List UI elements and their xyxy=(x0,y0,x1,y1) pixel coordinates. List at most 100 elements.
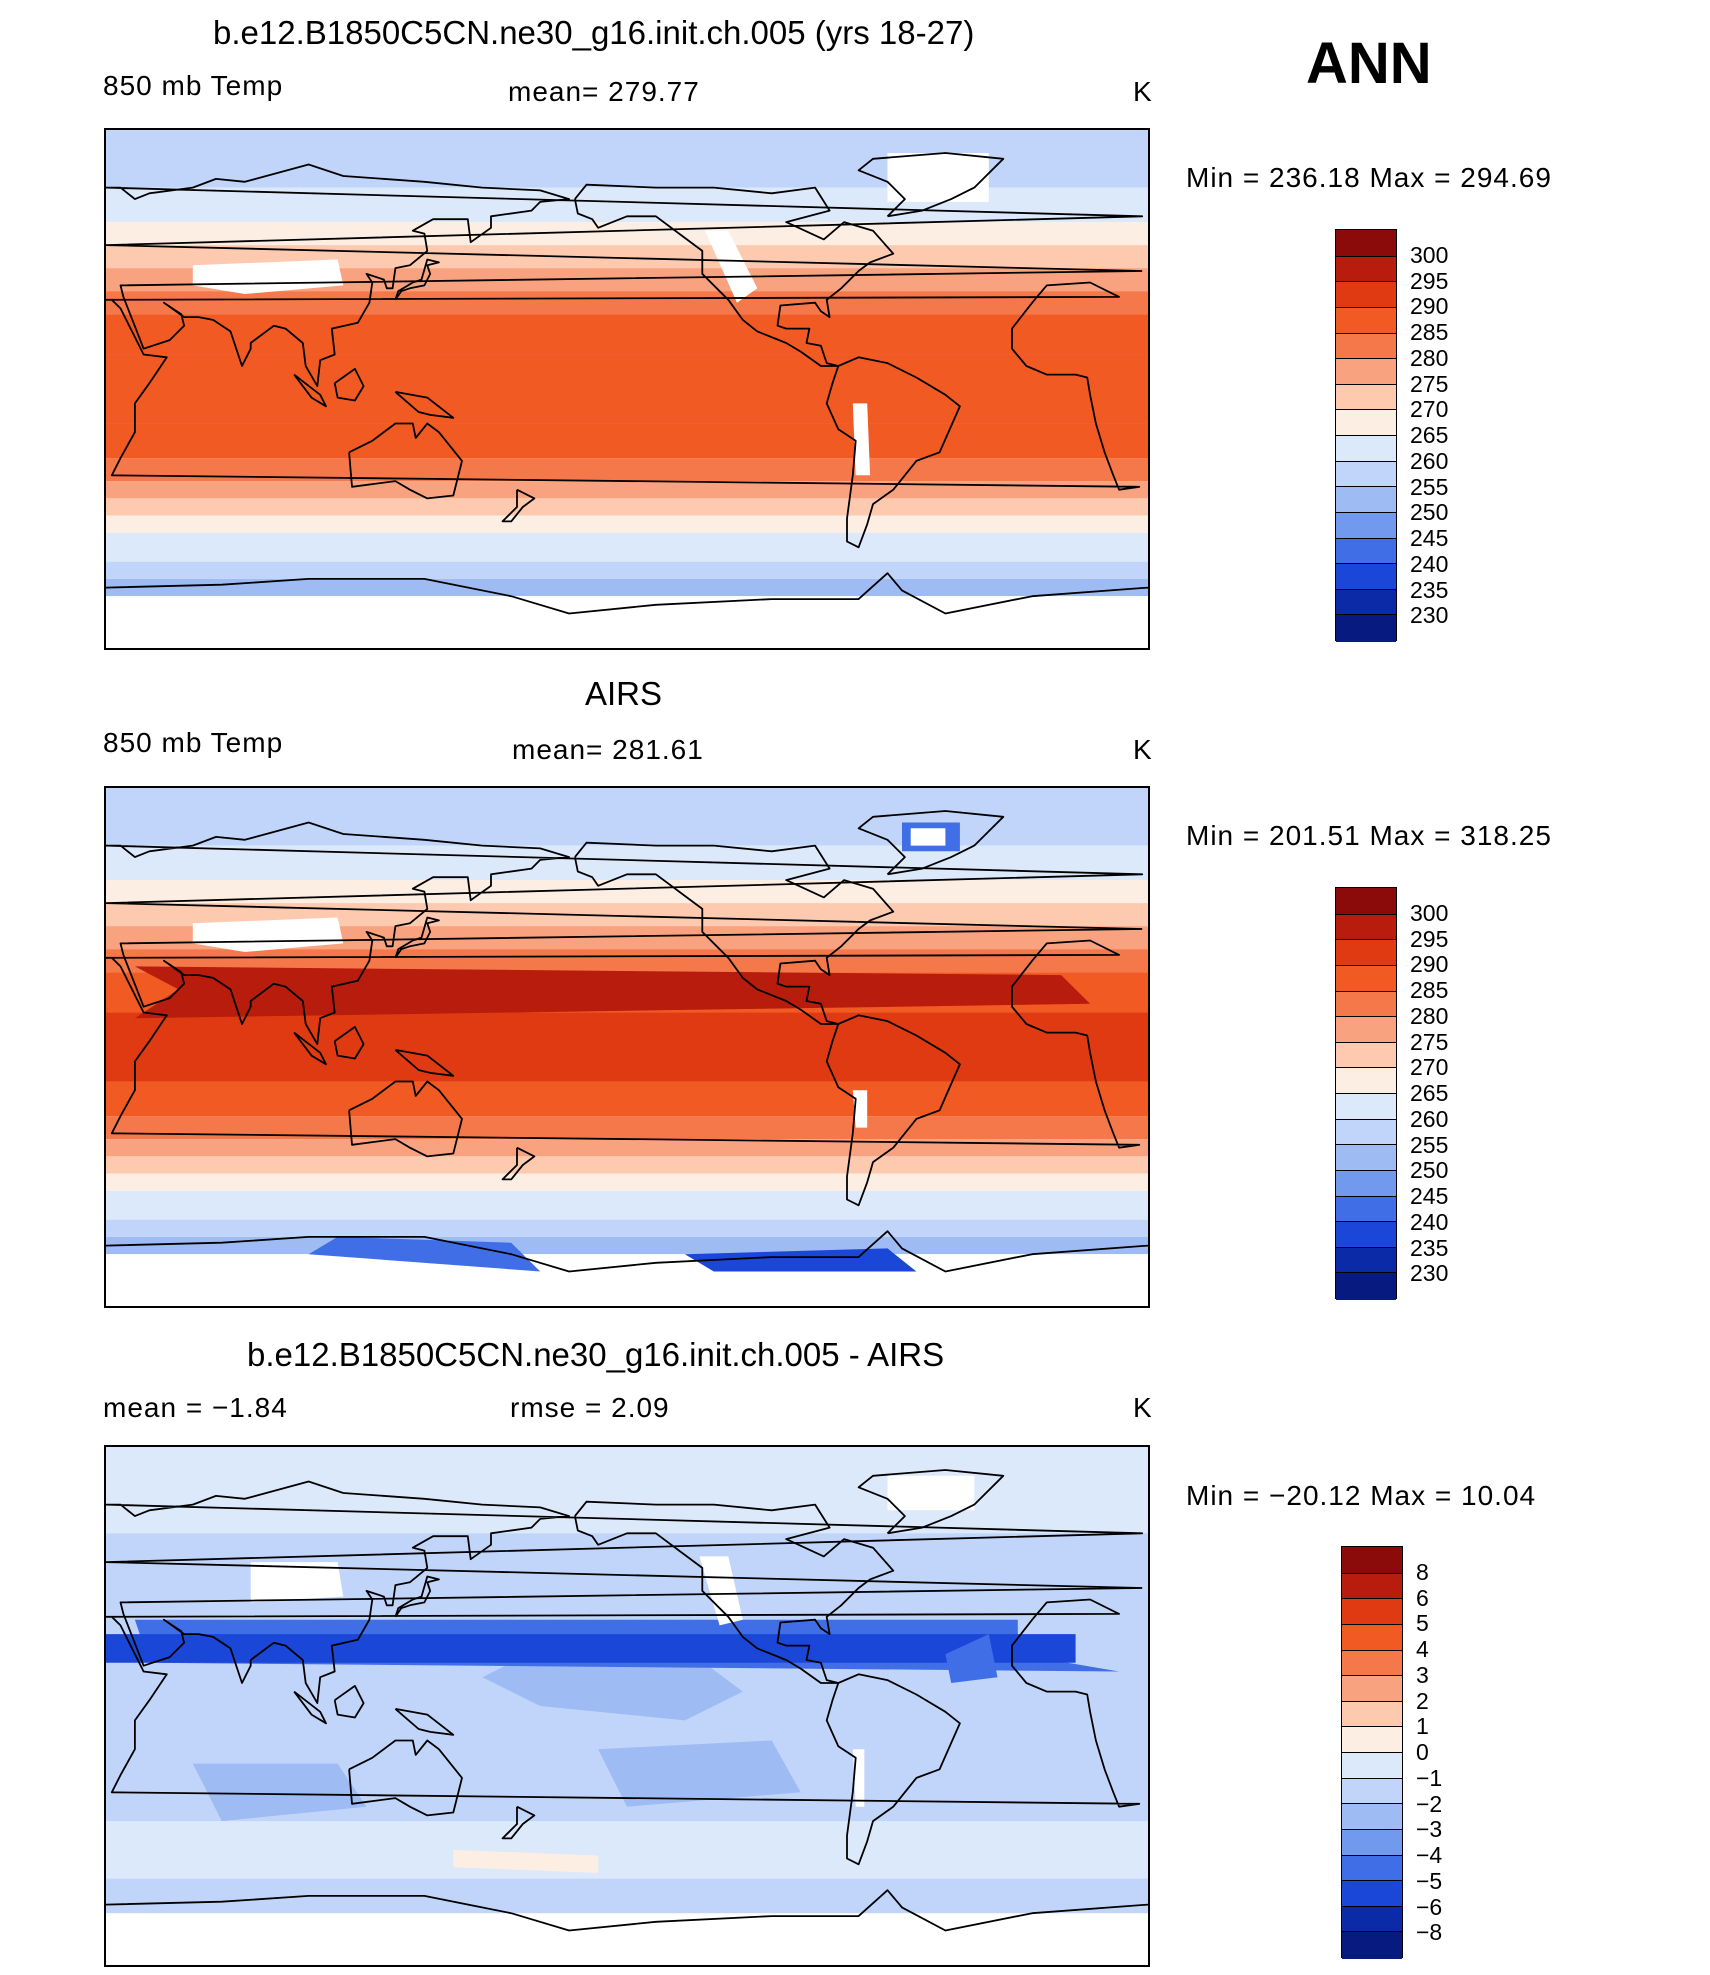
colorbar-tick-label: 300 xyxy=(1410,899,1449,926)
colorbar-box xyxy=(1336,1118,1396,1146)
colorbar-box xyxy=(1336,306,1396,334)
season-label: ANN xyxy=(1306,31,1432,96)
coastline xyxy=(501,488,536,523)
panel-2-center-label: mean= 281.61 xyxy=(512,734,704,765)
colorbar-tick-label: 250 xyxy=(1410,1157,1449,1184)
colorbar-box xyxy=(1342,1905,1402,1933)
colorbar-tick-label: 270 xyxy=(1410,396,1449,423)
coastline xyxy=(394,1708,455,1736)
colorbar-tick-label: −8 xyxy=(1416,1919,1443,1946)
coastline xyxy=(394,258,440,301)
contour-band xyxy=(106,1081,1148,1117)
coastline xyxy=(106,163,1144,388)
coastline xyxy=(825,1673,961,1866)
colorbar-tick-label: 0 xyxy=(1416,1739,1429,1765)
panel-2-colorbar xyxy=(1335,887,1397,1300)
colorbar-tick-label: 1 xyxy=(1416,1713,1429,1740)
contour-band xyxy=(106,1173,1148,1191)
colorbar-tick-label: 275 xyxy=(1410,1028,1449,1055)
colorbar-box xyxy=(1336,383,1396,411)
colorbar-tick-label: 295 xyxy=(1410,925,1449,952)
coastline xyxy=(106,1480,1144,1705)
colorbar-box xyxy=(1336,913,1396,941)
colorbar-box xyxy=(1342,1700,1402,1728)
colorbar-tick-label: 280 xyxy=(1410,1002,1449,1029)
colorbar-tick-label: 4 xyxy=(1416,1636,1429,1662)
coastline xyxy=(394,1575,440,1618)
map-canvas xyxy=(106,130,1148,648)
panel-3-map xyxy=(104,1445,1150,1967)
colorbar-tick-label: 290 xyxy=(1410,293,1449,320)
contour-band xyxy=(106,423,1148,459)
panel-2-minmax: Min = 201.51 Max = 318.25 xyxy=(1186,820,1552,851)
coastline xyxy=(333,1025,365,1060)
colorbar-box xyxy=(1336,1221,1396,1249)
panel-2-left-label: 850 mb Temp xyxy=(103,727,284,758)
colorbar-tick-label: 255 xyxy=(1410,1131,1449,1158)
colorbar-box xyxy=(1336,1169,1396,1197)
colorbar-box xyxy=(1336,1016,1396,1044)
colorbar-tick-label: 6 xyxy=(1416,1584,1429,1611)
colorbar-tick-label: 235 xyxy=(1410,1234,1449,1261)
colorbar-box xyxy=(1342,1623,1402,1651)
contour-band xyxy=(106,130,1148,188)
coastline xyxy=(825,356,961,549)
contour-region xyxy=(192,1763,367,1822)
colorbar-box xyxy=(1342,1931,1402,1959)
masked-region xyxy=(192,259,344,294)
colorbar-tick-label: 5 xyxy=(1416,1610,1429,1637)
coastline xyxy=(348,1080,463,1158)
panel-2-title: AIRS xyxy=(585,675,663,712)
panel-2-units: K xyxy=(1133,734,1153,765)
contour-region xyxy=(308,1236,541,1272)
colorbar-box xyxy=(1336,1144,1396,1172)
colorbar-box xyxy=(1336,1067,1396,1095)
colorbar-box xyxy=(1336,537,1396,565)
colorbar-tick-label: −3 xyxy=(1416,1816,1443,1843)
colorbar-tick-label: 270 xyxy=(1410,1054,1449,1081)
colorbar-tick-label: 265 xyxy=(1410,422,1449,448)
coastline xyxy=(293,1690,327,1725)
coastline xyxy=(106,572,1148,615)
masked-region xyxy=(887,153,989,202)
colorbar-box xyxy=(1342,1880,1402,1908)
masked-region xyxy=(106,1913,1148,1965)
colorbar-tick-label: −4 xyxy=(1416,1842,1443,1868)
coastline xyxy=(394,916,440,959)
coastline xyxy=(293,373,327,408)
masked-region xyxy=(852,403,871,476)
coastline xyxy=(333,367,365,402)
coastline xyxy=(857,152,1005,218)
contour-band xyxy=(106,222,1148,246)
coastline xyxy=(293,1031,327,1066)
colorbar-box xyxy=(1336,888,1396,915)
colorbar-box xyxy=(1336,460,1396,488)
colorbar-tick-label: 250 xyxy=(1410,499,1449,526)
panel-1-center-label: mean= 279.77 xyxy=(508,76,700,107)
coastline xyxy=(574,841,895,1025)
coastline xyxy=(106,821,1144,1046)
contour-region xyxy=(910,828,946,846)
colorbar-box xyxy=(1336,939,1396,967)
panel-1-minmax: Min = 236.18 Max = 294.69 xyxy=(1186,162,1552,193)
masked-region xyxy=(192,917,344,952)
contour-band xyxy=(106,1219,1148,1237)
colorbar-box xyxy=(1336,486,1396,514)
coastline xyxy=(106,1230,1148,1273)
panel-1-colorbar-ticks: 300 295 290 285 280 275 270 265 260 255 250 245 240 2… xyxy=(1410,229,1500,641)
coastline xyxy=(106,1889,1148,1932)
contour-band xyxy=(106,1821,1148,1879)
coastline xyxy=(394,391,455,419)
coastline xyxy=(106,939,1141,1149)
contour-band xyxy=(106,481,1148,499)
colorbar-box xyxy=(1342,1649,1402,1677)
colorbar-box xyxy=(1342,1752,1402,1780)
colorbar-tick-label: −5 xyxy=(1416,1867,1443,1894)
colorbar-tick-label: −6 xyxy=(1416,1893,1443,1920)
colorbar-tick-label: 280 xyxy=(1410,344,1449,371)
colorbar-tick-label: −1 xyxy=(1416,1764,1443,1791)
colorbar-tick-label: 265 xyxy=(1410,1080,1449,1106)
contour-band xyxy=(106,788,1148,846)
colorbar-tick-label: 260 xyxy=(1410,1105,1449,1132)
colorbar-box xyxy=(1336,332,1396,360)
